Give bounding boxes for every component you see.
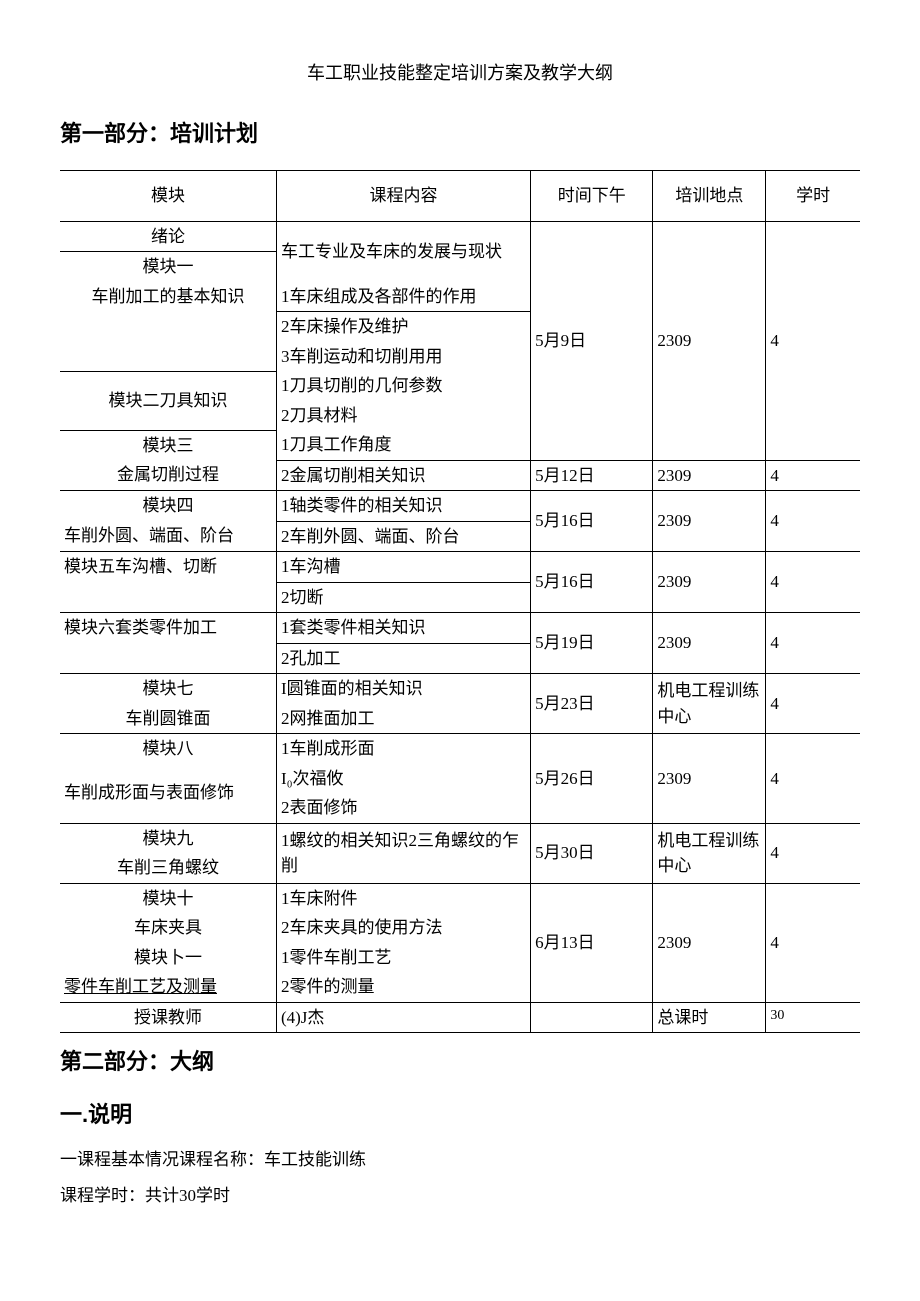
table-row: 绪论 车工专业及车床的发展与现状 5月9日 2309 4 — [60, 221, 860, 252]
col-module: 模块 — [60, 171, 276, 222]
col-time: 时间下午 — [531, 171, 653, 222]
time-cell: 5月19日 — [531, 613, 653, 674]
time-cell: 5月16日 — [531, 552, 653, 613]
col-location: 培训地点 — [653, 171, 766, 222]
content-cell: 2车削外圆、端面、阶台 — [276, 521, 530, 552]
module-cell: 模块卜一 — [60, 943, 276, 973]
section-1-heading: 第一部分：培训计划 — [60, 117, 860, 150]
module-cell: 模块八 — [60, 734, 276, 764]
location-cell: 2309 — [653, 734, 766, 824]
table-row: 金属切削过程 2金属切削相关知识 5月12日 2309 4 — [60, 460, 860, 491]
content-cell: 1轴类零件的相关知识 — [276, 491, 530, 522]
location-cell: 2309 — [653, 613, 766, 674]
teacher-value: (4)J杰 — [276, 1002, 530, 1033]
hours-cell: 4 — [766, 552, 860, 613]
content-cell: 车工专业及车床的发展与现状 — [276, 221, 530, 282]
module-cell: 模块六套类零件加工 — [60, 613, 276, 674]
location-cell: 2309 — [653, 552, 766, 613]
content-cell: 1套类零件相关知识 — [276, 613, 530, 644]
total-hours-label: 总课时 — [653, 1002, 766, 1033]
hours-cell: 4 — [766, 491, 860, 552]
content-cell: 2刀具材料 — [276, 401, 530, 431]
content-cell: 1零件车削工艺 — [276, 943, 530, 973]
time-cell: 5月9日 — [531, 221, 653, 460]
col-content: 课程内容 — [276, 171, 530, 222]
total-hours-value: 30 — [766, 1002, 860, 1033]
content-cell: 2孔加工 — [276, 643, 530, 674]
location-cell: 机电工程训练中心 — [653, 823, 766, 883]
content-cell: 1车沟槽 — [276, 552, 530, 583]
table-row: 模块四 1轴类零件的相关知识 5月16日 2309 4 — [60, 491, 860, 522]
table-row: 模块九 1螺纹的相关知识2三角螺纹的乍削 5月30日 机电工程训练中心 4 — [60, 823, 860, 853]
content-cell: 2表面修饰 — [276, 793, 530, 823]
table-footer-row: 授课教师 (4)J杰 总课时 30 — [60, 1002, 860, 1033]
content-cell: 2网推面加工 — [276, 704, 530, 734]
content-cell: 2切断 — [276, 582, 530, 613]
module-cell: 零件车削工艺及测量 — [60, 972, 276, 1002]
hours-cell: 4 — [766, 883, 860, 1002]
content-cell: 1刀具工作角度 — [276, 430, 530, 460]
table-row: 模块五车沟槽、切断 1车沟槽 5月16日 2309 4 — [60, 552, 860, 583]
module-cell: 车削成形面与表面修饰 — [60, 764, 276, 824]
location-cell: 2309 — [653, 221, 766, 460]
document-title: 车工职业技能整定培训方案及教学大纲 — [60, 60, 860, 87]
hours-cell: 4 — [766, 221, 860, 460]
hours-cell: 4 — [766, 613, 860, 674]
hours-cell: 4 — [766, 460, 860, 491]
paragraph: 课程学时：共计30学时 — [60, 1183, 860, 1209]
module-cell: 模块十 — [60, 883, 276, 913]
content-cell: 3车削运动和切削用用 — [276, 342, 530, 372]
content-cell: I₀次福攸 — [276, 764, 530, 794]
module-cell: 车削外圆、端面、阶台 — [60, 521, 276, 552]
module-cell: 模块五车沟槽、切断 — [60, 552, 276, 613]
teacher-label: 授课教师 — [60, 1002, 276, 1033]
module-cell: 金属切削过程 — [60, 460, 276, 491]
empty-cell — [531, 1002, 653, 1033]
content-cell: 2车床夹具的使用方法 — [276, 913, 530, 943]
module-cell: 车床夹具 — [60, 913, 276, 943]
content-cell: 2车床操作及维护 — [276, 312, 530, 342]
sub-heading: 一.说明 — [60, 1098, 860, 1131]
paragraph: 一课程基本情况课程名称：车工技能训练 — [60, 1147, 860, 1173]
hours-cell: 4 — [766, 734, 860, 824]
table-header-row: 模块 课程内容 时间下午 培训地点 学时 — [60, 171, 860, 222]
content-cell: 1刀具切削的几何参数 — [276, 371, 530, 401]
module-cell: 车削三角螺纹 — [60, 853, 276, 883]
table-row: 模块十 1车床附件 6月13日 2309 4 — [60, 883, 860, 913]
section-2-heading: 第二部分：大纲 — [60, 1045, 860, 1078]
time-cell: 5月23日 — [531, 674, 653, 734]
location-cell: 2309 — [653, 460, 766, 491]
module-cell: 模块一 — [60, 252, 276, 282]
content-cell: 1车削成形面 — [276, 734, 530, 764]
location-cell: 机电工程训练中心 — [653, 674, 766, 734]
module-cell: 模块二刀具知识 — [60, 371, 276, 430]
training-plan-table: 模块 课程内容 时间下午 培训地点 学时 绪论 车工专业及车床的发展与现状 5月… — [60, 170, 860, 1033]
time-cell: 5月16日 — [531, 491, 653, 552]
hours-cell: 4 — [766, 674, 860, 734]
table-row: 模块六套类零件加工 1套类零件相关知识 5月19日 2309 4 — [60, 613, 860, 644]
content-cell: 1车床组成及各部件的作用 — [276, 282, 530, 312]
time-cell: 6月13日 — [531, 883, 653, 1002]
module-cell: 车削加工的基本知识 — [60, 282, 276, 372]
col-hours: 学时 — [766, 171, 860, 222]
module-cell: 模块三 — [60, 430, 276, 460]
location-cell: 2309 — [653, 491, 766, 552]
location-cell: 2309 — [653, 883, 766, 1002]
content-cell: I圆锥面的相关知识 — [276, 674, 530, 704]
hours-cell: 4 — [766, 823, 860, 883]
module-cell: 模块四 — [60, 491, 276, 522]
table-row: 模块八 1车削成形面 5月26日 2309 4 — [60, 734, 860, 764]
content-cell: 1螺纹的相关知识2三角螺纹的乍削 — [276, 823, 530, 883]
content-cell: 2零件的测量 — [276, 972, 530, 1002]
module-cell: 车削圆锥面 — [60, 704, 276, 734]
time-cell: 5月26日 — [531, 734, 653, 824]
content-cell: 2金属切削相关知识 — [276, 460, 530, 491]
time-cell: 5月30日 — [531, 823, 653, 883]
time-cell: 5月12日 — [531, 460, 653, 491]
module-cell: 模块七 — [60, 674, 276, 704]
table-row: 模块七 I圆锥面的相关知识 5月23日 机电工程训练中心 4 — [60, 674, 860, 704]
module-cell: 绪论 — [60, 221, 276, 252]
module-cell: 模块九 — [60, 823, 276, 853]
content-cell: 1车床附件 — [276, 883, 530, 913]
